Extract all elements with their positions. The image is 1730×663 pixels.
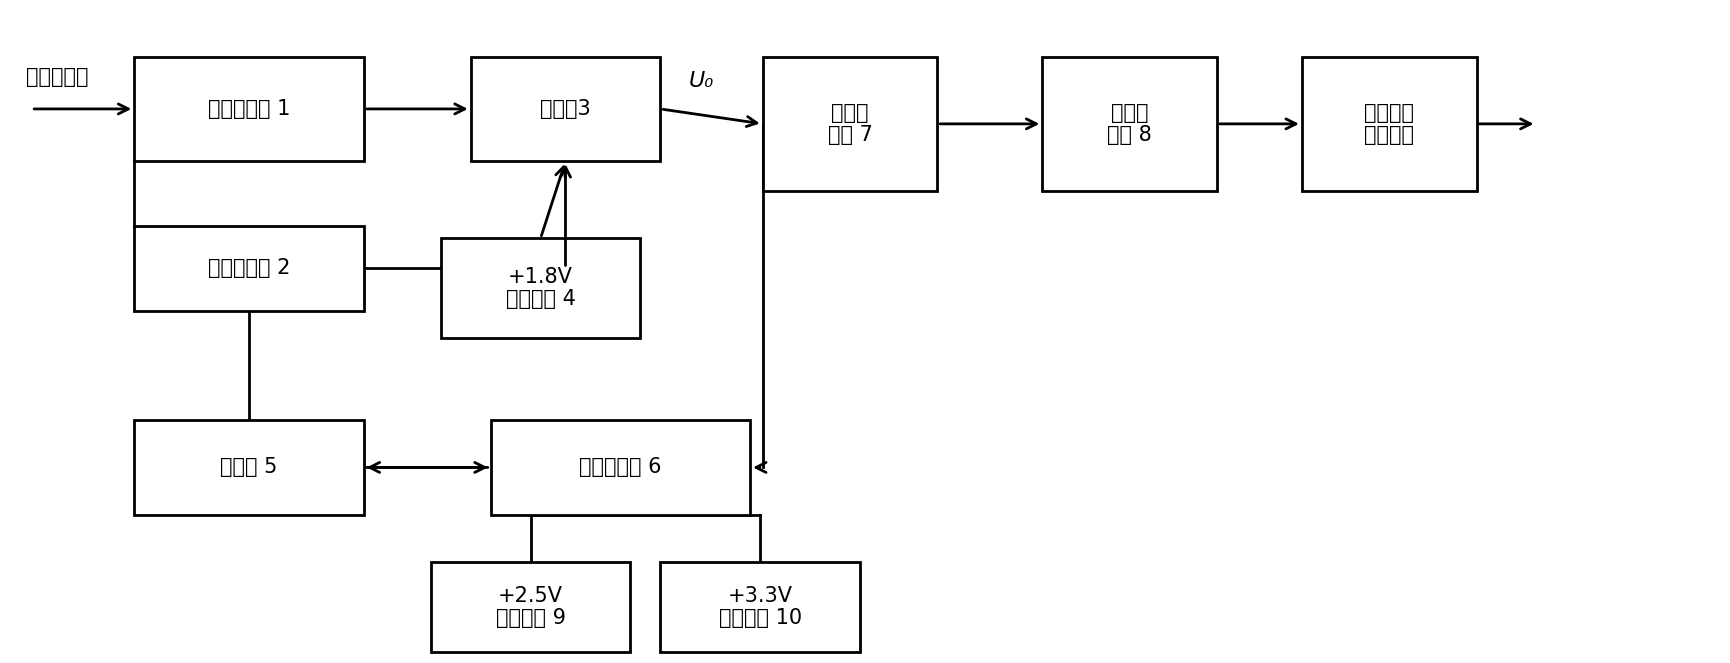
Text: 工频陷: 工频陷	[830, 103, 868, 123]
Bar	[1301, 56, 1476, 191]
Text: 前置放大器 1: 前置放大器 1	[208, 99, 291, 119]
Text: +2.5V: +2.5V	[498, 586, 562, 606]
Text: 低通滤: 低通滤	[1111, 103, 1147, 123]
Bar	[471, 56, 659, 161]
Text: 基准电源 4: 基准电源 4	[505, 289, 574, 309]
Text: 双路比较器 6: 双路比较器 6	[580, 457, 661, 477]
Text: +1.8V: +1.8V	[509, 267, 573, 287]
Text: 加法器3: 加法器3	[540, 99, 590, 119]
Bar	[1041, 56, 1216, 191]
Bar	[135, 56, 363, 161]
Bar	[659, 562, 860, 652]
Bar	[135, 420, 363, 514]
Text: +3.3V: +3.3V	[727, 586, 792, 606]
Text: 基准电源 9: 基准电源 9	[495, 608, 566, 628]
Text: 基准电源 10: 基准电源 10	[718, 608, 801, 628]
Text: 单片机 5: 单片机 5	[220, 457, 277, 477]
Text: 波器 8: 波器 8	[1107, 125, 1150, 145]
Bar	[441, 239, 640, 338]
Bar	[490, 420, 749, 514]
Bar	[763, 56, 938, 191]
Text: U₀: U₀	[689, 71, 714, 91]
Bar	[431, 562, 630, 652]
Text: 数字信号: 数字信号	[1363, 103, 1413, 123]
Text: 处理模块: 处理模块	[1363, 125, 1413, 145]
Text: 数字电位器 2: 数字电位器 2	[208, 259, 291, 278]
Text: 波器 7: 波器 7	[827, 125, 872, 145]
Bar	[135, 226, 363, 310]
Text: 来自传感器: 来自传感器	[26, 67, 88, 87]
